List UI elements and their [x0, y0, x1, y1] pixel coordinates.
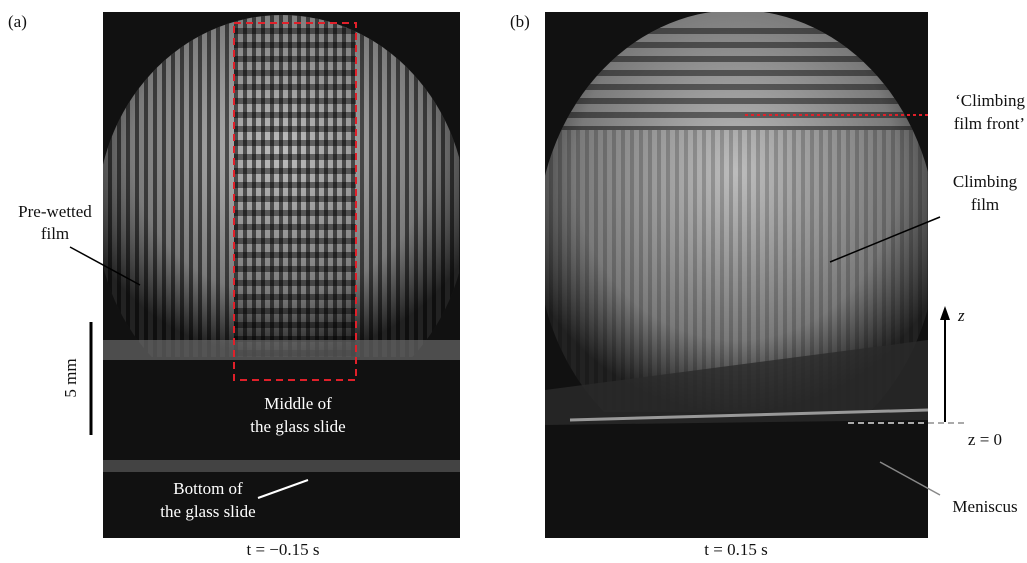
annotation: Middle of	[264, 394, 332, 413]
annotation: the glass slide	[250, 417, 345, 436]
annotation: Climbing	[953, 172, 1018, 191]
annotation: film front’	[954, 114, 1025, 133]
annotation: Meniscus	[952, 497, 1017, 516]
panel-label: (a)	[8, 12, 27, 31]
image-a	[103, 12, 460, 538]
annotation: Pre-wetted	[18, 202, 92, 221]
image-b	[545, 12, 928, 538]
z-arrowhead	[940, 306, 950, 320]
annotation: ‘Climbing	[955, 91, 1025, 110]
annotation: Bottom of	[173, 479, 243, 498]
figure: (a) Pre-wetted film 5 mm Middle of the g…	[0, 0, 1027, 563]
panel-label: (b)	[510, 12, 530, 31]
axis-label: z	[957, 306, 965, 325]
annotation: z = 0	[968, 430, 1002, 449]
scale-label: 5 mm	[61, 358, 80, 397]
annotation: film	[971, 195, 999, 214]
time-label: t = −0.15 s	[246, 540, 319, 559]
annotation: film	[41, 224, 69, 243]
time-label: t = 0.15 s	[704, 540, 767, 559]
annotation: the glass slide	[160, 502, 255, 521]
